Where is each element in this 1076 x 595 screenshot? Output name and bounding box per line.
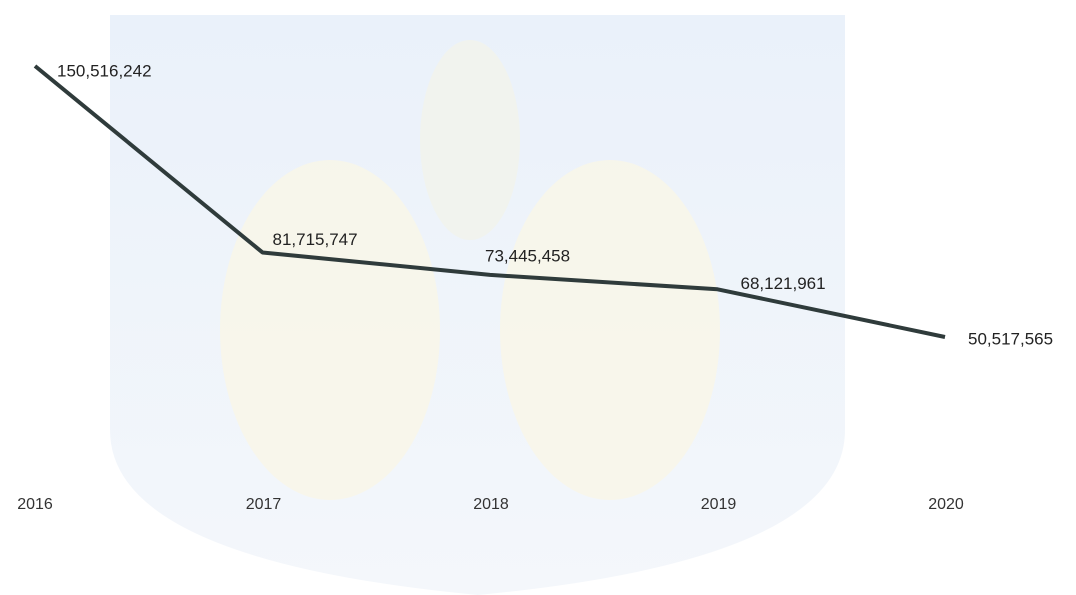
x-tick-label: 2019	[701, 496, 737, 513]
watermark-emblem	[420, 40, 520, 240]
x-tick-label: 2018	[473, 496, 509, 513]
watermark-lion	[500, 160, 720, 500]
data-label: 150,516,242	[57, 61, 152, 80]
data-label: 68,121,961	[741, 274, 826, 293]
data-label: 73,445,458	[485, 246, 570, 265]
data-label: 50,517,565	[968, 329, 1053, 348]
x-tick-label: 2016	[17, 496, 53, 513]
data-label: 81,715,747	[273, 230, 358, 249]
series-line	[33, 64, 946, 339]
x-tick-label: 2017	[246, 496, 282, 513]
x-tick-label: 2020	[928, 496, 964, 513]
watermark-lion	[220, 160, 440, 500]
plot: 2016 2017 2018 2019 2020 150,516,242 81,715,74…	[17, 61, 1053, 513]
